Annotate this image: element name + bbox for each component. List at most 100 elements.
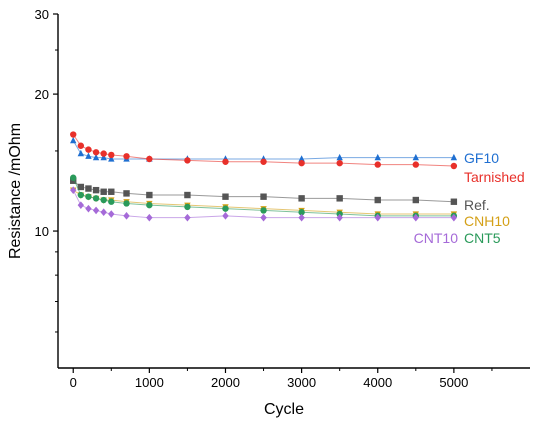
data-point-ref (374, 196, 381, 204)
data-point-cnt10 (123, 212, 130, 220)
series-line-ref (72, 180, 454, 203)
data-point-ref (222, 193, 229, 200)
data-point-ref (108, 188, 115, 195)
data-point-tarnished (146, 155, 153, 163)
x-tick-label: 5000 (439, 375, 468, 390)
data-point-cnt5 (100, 196, 107, 204)
data-point-ref (184, 191, 191, 199)
data-point-gf10 (77, 149, 85, 157)
data-point-cnt10 (260, 213, 267, 222)
x-axis-title: Cycle (264, 401, 304, 418)
series-label-cnh10: CNH10 (464, 213, 510, 229)
data-point-tarnished (374, 161, 381, 168)
data-point-cnt5 (108, 198, 115, 205)
data-point-tarnished (222, 158, 229, 165)
series-label-gf10: GF10 (464, 150, 499, 166)
data-point-gf10 (92, 153, 100, 161)
data-point-cnt10 (108, 210, 115, 218)
data-point-cnt5 (146, 201, 153, 209)
data-point-tarnished (108, 151, 115, 159)
data-point-tarnished (100, 150, 107, 157)
series-line-gf10 (72, 140, 454, 160)
x-tick-label: 4000 (363, 375, 392, 390)
series-line-cnt10 (72, 189, 454, 219)
data-point-cnt5 (123, 200, 130, 207)
data-point-cnt5 (85, 193, 92, 200)
series-cnt10 (70, 186, 458, 222)
data-point-cnt10 (298, 213, 305, 222)
data-point-ref (92, 186, 100, 194)
data-point-ref (336, 195, 343, 202)
data-point-cnt10 (374, 213, 381, 222)
data-point-tarnished (85, 146, 92, 153)
data-point-gf10 (85, 152, 92, 159)
series-cnt5 (70, 174, 458, 220)
series-label-tarnished: Tarnished (464, 169, 525, 185)
data-point-cnt10 (92, 206, 100, 215)
x-tick-label: 2000 (211, 375, 240, 390)
data-point-cnt5 (77, 191, 85, 199)
data-point-cnt10 (146, 213, 153, 222)
x-tick-label: 1000 (135, 375, 164, 390)
y-tick-label: 20 (35, 87, 49, 102)
data-point-cnt10 (77, 201, 85, 209)
data-point-cnt10 (100, 208, 107, 217)
data-point-gf10 (374, 153, 381, 161)
y-tick-label: 30 (35, 7, 49, 22)
data-point-gf10 (336, 153, 343, 161)
data-point-tarnished (92, 149, 100, 156)
series-tarnished (70, 131, 458, 170)
data-point-cnt5 (70, 174, 77, 181)
data-point-gf10 (100, 153, 107, 161)
series-label-cnt10: CNT10 (414, 230, 459, 246)
data-point-cnt10 (85, 204, 92, 213)
data-point-cnt10 (336, 213, 343, 222)
data-point-tarnished (336, 159, 343, 167)
data-point-gf10 (412, 153, 420, 161)
data-point-tarnished (184, 157, 191, 164)
data-point-tarnished (298, 159, 305, 167)
data-point-ref (100, 188, 107, 195)
data-point-cnt10 (70, 186, 77, 194)
data-point-ref (412, 196, 420, 204)
data-point-cnt10 (412, 213, 420, 222)
data-point-gf10 (298, 155, 305, 162)
y-tick-label: 10 (35, 224, 49, 239)
data-point-tarnished (123, 153, 130, 160)
data-point-cnt5 (260, 207, 267, 214)
data-point-gf10 (108, 155, 115, 162)
data-point-ref (77, 183, 85, 191)
series-layer (70, 131, 458, 222)
data-point-gf10 (450, 153, 458, 161)
data-point-tarnished (70, 131, 77, 138)
labels-layer: GF10 Tarnished Ref.CNH10 CNT10 CNT5 (414, 150, 525, 246)
data-point-ref (85, 185, 92, 192)
data-point-cnt10 (450, 213, 458, 222)
data-point-ref (123, 190, 130, 197)
data-point-tarnished (260, 158, 267, 165)
data-point-tarnished (412, 161, 420, 168)
data-point-tarnished (450, 162, 458, 170)
series-line-cnt5 (72, 177, 454, 217)
data-point-cnt5 (92, 195, 100, 202)
series-ref (70, 177, 458, 205)
data-point-tarnished (77, 142, 85, 149)
data-point-gf10 (70, 136, 77, 144)
series-label-ref: Ref. (464, 197, 490, 213)
data-point-ref (260, 193, 267, 200)
data-point-ref (146, 191, 153, 199)
series-label-cnt5: CNT5 (464, 230, 501, 246)
x-tick-label: 0 (70, 375, 77, 390)
x-tick-label: 3000 (287, 375, 316, 390)
series-line-tarnished (72, 134, 454, 167)
data-point-cnt5 (222, 205, 229, 212)
data-point-ref (298, 195, 305, 202)
data-point-cnt5 (298, 209, 305, 216)
data-point-cnt10 (184, 213, 191, 222)
data-point-cnt5 (184, 203, 191, 211)
data-point-ref (450, 198, 458, 205)
data-point-cnt10 (222, 212, 229, 220)
axes: 0 1000 2000 3000 4000 5000 10 20 30 Cycle Resistan… (7, 7, 530, 418)
